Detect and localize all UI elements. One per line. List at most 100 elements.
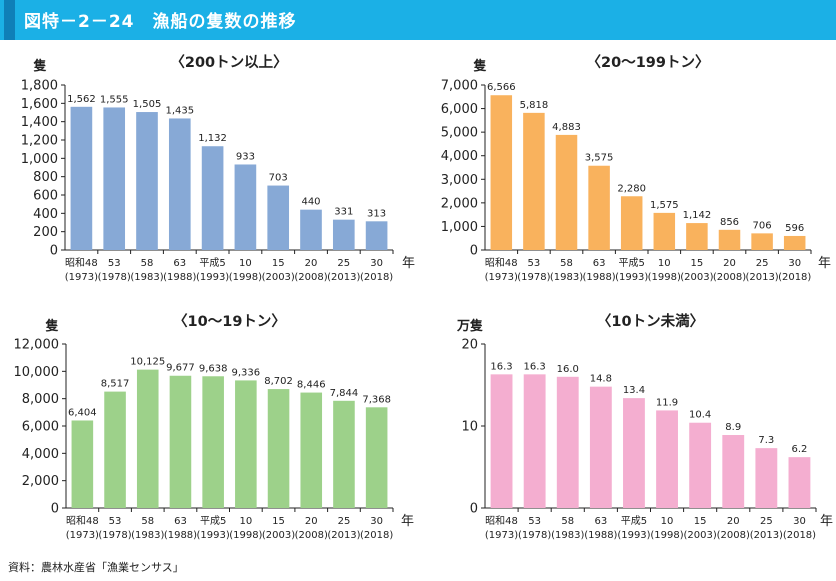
bar bbox=[718, 229, 741, 250]
bar-value-label: 6,566 bbox=[487, 82, 516, 93]
bar-value-label: 9,677 bbox=[166, 363, 195, 374]
x-category-label: 63 bbox=[594, 516, 607, 527]
x-category-year-label: (1973) bbox=[485, 530, 518, 541]
x-category-year-label: (1998) bbox=[229, 272, 262, 283]
y-tick-label: 6,000 bbox=[22, 420, 59, 435]
x-category-label: 58 bbox=[141, 516, 154, 527]
x-category-year-label: (2003) bbox=[680, 272, 713, 283]
y-tick-label: 0 bbox=[470, 502, 478, 517]
x-category-label: 平成5 bbox=[621, 515, 647, 527]
x-category-year-label: (1978) bbox=[98, 272, 131, 283]
y-tick-label: 1,200 bbox=[21, 134, 58, 149]
y-tick-label: 1,600 bbox=[21, 97, 58, 112]
bar-value-label: 440 bbox=[301, 197, 320, 208]
bar-value-label: 9,336 bbox=[232, 367, 261, 378]
chart-title: 〈20～199トン〉 bbox=[587, 54, 710, 71]
x-category-year-label: (1988) bbox=[163, 272, 196, 283]
bar bbox=[555, 134, 578, 250]
bar bbox=[333, 400, 355, 508]
bar-value-label: 3,575 bbox=[585, 153, 614, 164]
x-category-label: 63 bbox=[593, 258, 606, 269]
bar bbox=[332, 219, 355, 250]
bar-value-label: 13.4 bbox=[623, 385, 645, 396]
bar bbox=[656, 410, 678, 508]
bar-value-label: 1,435 bbox=[165, 105, 194, 116]
bar bbox=[71, 420, 94, 508]
x-axis-unit-label: 年 bbox=[818, 256, 831, 271]
bar-value-label: 7,368 bbox=[362, 394, 391, 405]
bar bbox=[783, 235, 806, 250]
bar-value-label: 10,125 bbox=[130, 357, 165, 368]
x-category-label: 平成5 bbox=[200, 515, 226, 527]
x-axis-unit-label: 年 bbox=[820, 514, 833, 529]
x-category-label: 平成5 bbox=[199, 257, 225, 269]
bar-value-label: 703 bbox=[269, 173, 288, 184]
x-category-label: 53 bbox=[108, 258, 121, 269]
y-tick-label: 1,000 bbox=[441, 220, 478, 235]
bar-value-label: 2,280 bbox=[617, 183, 646, 194]
x-category-label: 20 bbox=[305, 516, 318, 527]
x-category-label: 53 bbox=[528, 258, 541, 269]
y-tick-label: 800 bbox=[33, 170, 58, 185]
bar-value-label: 8,446 bbox=[297, 380, 326, 391]
bar-value-label: 596 bbox=[785, 223, 804, 234]
x-category-year-label: (2008) bbox=[713, 272, 746, 283]
bar-value-label: 1,505 bbox=[133, 99, 162, 110]
bar-value-label: 706 bbox=[753, 220, 772, 231]
x-category-label: 10 bbox=[658, 258, 671, 269]
bar-value-label: 10.4 bbox=[689, 410, 711, 421]
x-category-label: 15 bbox=[691, 258, 704, 269]
bar bbox=[168, 118, 191, 250]
x-category-year-label: (2013) bbox=[327, 530, 360, 541]
x-category-year-label: (1998) bbox=[229, 530, 262, 541]
x-category-label: 昭和48 bbox=[65, 257, 98, 269]
x-category-year-label: (1983) bbox=[130, 272, 163, 283]
bar-value-label: 6,404 bbox=[68, 407, 97, 418]
x-category-year-label: (2008) bbox=[295, 530, 328, 541]
y-tick-label: 0 bbox=[470, 244, 478, 259]
x-category-label: 10 bbox=[239, 516, 252, 527]
y-tick-label: 20 bbox=[461, 338, 478, 353]
bar bbox=[104, 391, 126, 508]
bar bbox=[300, 209, 322, 250]
bar bbox=[523, 112, 545, 251]
chart-under-10t: 〈10トン未満〉 万隻 0 10 20 16.3 昭和48 (1973) 16.3 53 (1978… bbox=[456, 312, 833, 541]
bar-value-label: 6.2 bbox=[791, 444, 807, 455]
x-category-label: 平成5 bbox=[619, 257, 645, 269]
bar bbox=[300, 392, 323, 508]
x-category-year-label: (1988) bbox=[582, 272, 615, 283]
x-category-year-label: (1973) bbox=[66, 530, 99, 541]
x-category-year-label: (2003) bbox=[684, 530, 717, 541]
x-category-year-label: (1998) bbox=[648, 272, 681, 283]
bar-value-label: 1,132 bbox=[198, 133, 227, 144]
bar bbox=[70, 106, 93, 250]
y-tick-label: 10,000 bbox=[14, 365, 60, 380]
x-category-label: 25 bbox=[337, 258, 350, 269]
y-tick-label: 0 bbox=[51, 502, 59, 517]
x-category-year-label: (2013) bbox=[327, 272, 360, 283]
bar bbox=[235, 380, 257, 508]
y-tick-label: 8,000 bbox=[22, 392, 59, 407]
chart-10-19t: 〈10～19トン〉 隻 0 2,000 4,000 6,000 8,000 10,000 12,… bbox=[14, 313, 415, 541]
x-category-label: 昭和48 bbox=[485, 515, 518, 527]
bar-value-label: 14.8 bbox=[590, 374, 612, 385]
source-note: 資料：農林水産省「漁業センサス」 bbox=[8, 561, 184, 574]
bar bbox=[523, 374, 546, 508]
bar bbox=[365, 221, 388, 250]
x-category-label: 15 bbox=[272, 516, 285, 527]
bar-value-label: 16.0 bbox=[557, 364, 579, 375]
x-category-label: 25 bbox=[760, 516, 773, 527]
x-category-year-label: (1983) bbox=[550, 272, 583, 283]
y-axis-unit-label: 万隻 bbox=[456, 318, 483, 334]
x-category-label: 10 bbox=[661, 516, 674, 527]
bar-value-label: 331 bbox=[334, 207, 353, 218]
x-category-year-label: (1988) bbox=[584, 530, 617, 541]
x-category-label: 30 bbox=[793, 516, 806, 527]
x-category-year-label: (2013) bbox=[745, 272, 778, 283]
chart-title: 〈200トン以上〉 bbox=[170, 54, 287, 71]
y-axis-unit-label: 隻 bbox=[32, 58, 46, 74]
y-tick-label: 10 bbox=[461, 420, 478, 435]
x-category-year-label: (2003) bbox=[262, 272, 295, 283]
bar-value-label: 1,555 bbox=[100, 94, 129, 105]
x-category-label: 63 bbox=[173, 258, 186, 269]
